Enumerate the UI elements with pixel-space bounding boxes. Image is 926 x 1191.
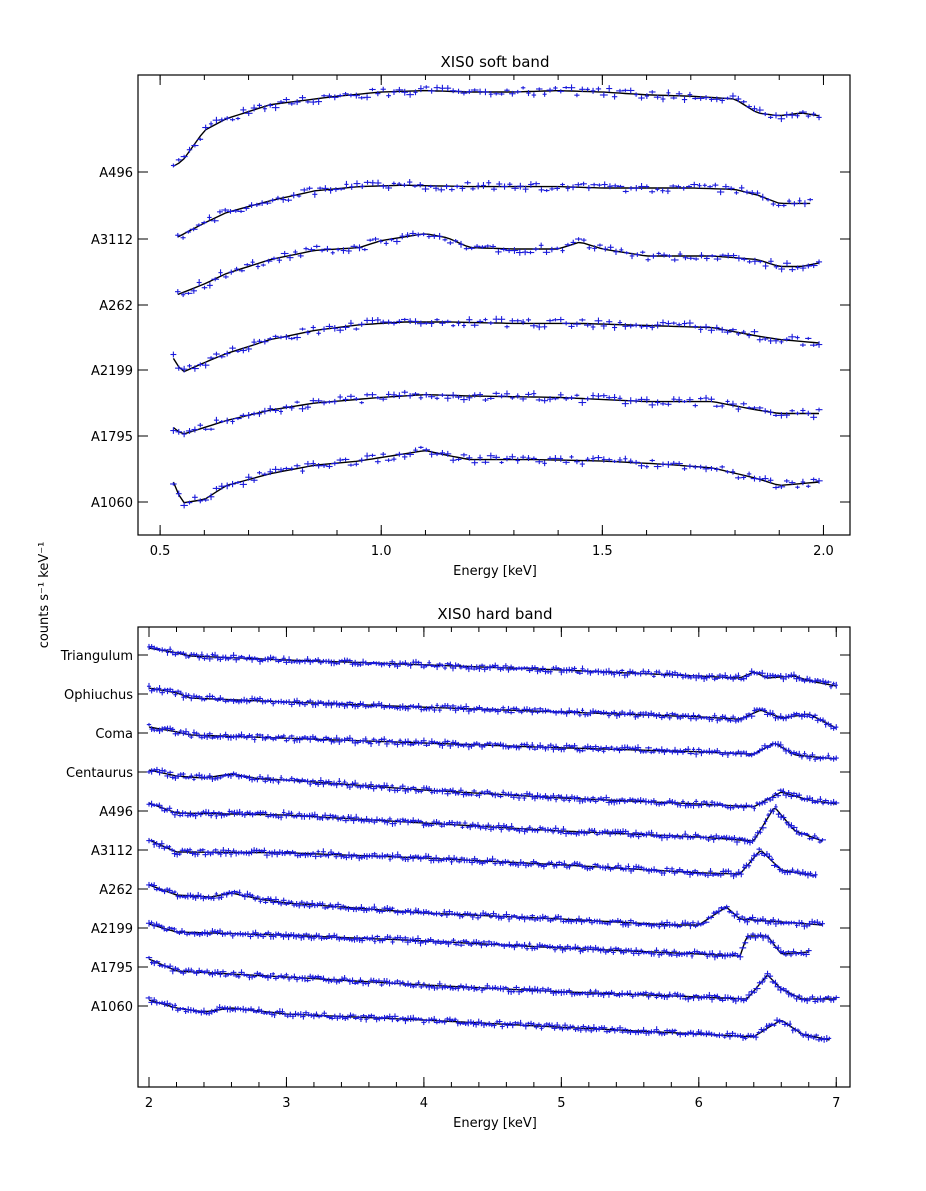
series-data-centaurus bbox=[146, 766, 840, 812]
soft-band-title: XIS0 soft band bbox=[441, 53, 550, 71]
hard-band-title: XIS0 hard band bbox=[437, 605, 552, 623]
x-tick-label: 3 bbox=[282, 1096, 290, 1111]
cluster-label-a3112: A3112 bbox=[91, 233, 133, 248]
series-data-a1060 bbox=[170, 445, 823, 509]
series-data-ophiuchus bbox=[146, 682, 839, 731]
hard-band-x-axis-title: Energy [keV] bbox=[453, 1116, 537, 1131]
series-data-a3112 bbox=[146, 837, 818, 880]
x-tick-label: 2 bbox=[145, 1096, 153, 1111]
hard-band-frame bbox=[137, 626, 851, 1088]
series-model-a1795 bbox=[172, 393, 819, 435]
x-tick-label: 2.0 bbox=[813, 544, 834, 559]
cluster-label-a1795: A1795 bbox=[91, 430, 133, 445]
x-tick-label: 1.5 bbox=[592, 544, 613, 559]
x-tick-label: 0.5 bbox=[150, 544, 171, 559]
series-model-a262 bbox=[148, 884, 823, 926]
soft-band-cluster-labels: A496 A3112 A262 A2199 A1795 A1060 bbox=[91, 166, 133, 511]
x-tick-label: 7 bbox=[832, 1096, 840, 1111]
series-model-a496 bbox=[148, 802, 823, 842]
series-data-a262 bbox=[146, 881, 825, 930]
hard-band-series bbox=[145, 643, 840, 1043]
series-model-a3112 bbox=[177, 184, 811, 238]
y-axis-title: counts s⁻¹ keV⁻¹ bbox=[37, 542, 52, 649]
x-tick-label: 4 bbox=[420, 1096, 428, 1111]
x-tick-label: 6 bbox=[695, 1096, 703, 1111]
series-model-a3112 bbox=[148, 839, 816, 877]
hard-band-y-ticks bbox=[138, 654, 850, 1007]
soft-band-x-axis-title: Energy [keV] bbox=[453, 564, 537, 579]
hard-band-x-ticks: 2 3 4 5 6 7 bbox=[145, 627, 840, 1111]
series-model-a262 bbox=[177, 233, 820, 296]
series-data-coma bbox=[146, 722, 839, 763]
x-tick-label: 1.0 bbox=[371, 544, 392, 559]
cluster-label-a262: A262 bbox=[99, 299, 133, 314]
series-data-a1795 bbox=[170, 389, 823, 438]
series-data-triangulum bbox=[147, 643, 838, 690]
soft-band-series bbox=[170, 84, 823, 509]
x-tick-label: 5 bbox=[557, 1096, 565, 1111]
cluster-label-a496: A496 bbox=[99, 166, 133, 181]
cluster-label-a1060: A1060 bbox=[91, 496, 133, 511]
series-data-a2199 bbox=[170, 315, 823, 373]
series-data-a262 bbox=[175, 230, 823, 298]
soft-band-x-ticks: 0.5 1.0 1.5 2.0 bbox=[150, 75, 834, 559]
cluster-label-a2199: A2199 bbox=[91, 364, 133, 379]
series-data-a496 bbox=[170, 84, 822, 168]
series-data-a3112 bbox=[175, 179, 814, 240]
soft-band-y-ticks bbox=[138, 171, 850, 503]
soft-band-panel: XIS0 soft band 0.5 1.0 1.5 2.0 Energy [keV]… bbox=[91, 53, 851, 579]
series-data-a496 bbox=[146, 800, 827, 846]
soft-band-frame bbox=[137, 74, 851, 536]
series-model-centaurus bbox=[148, 769, 837, 808]
